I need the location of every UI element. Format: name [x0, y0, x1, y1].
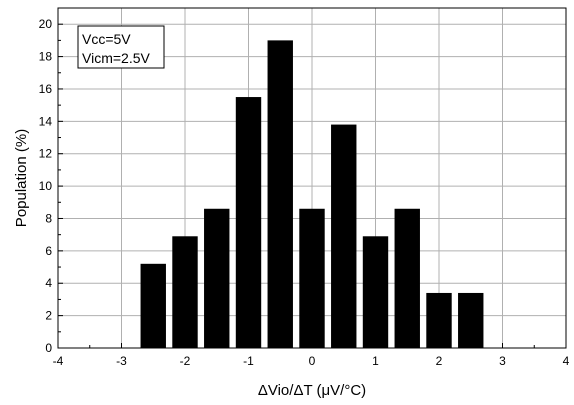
annotation-vicm: Vicm=2.5V	[82, 50, 150, 66]
histogram-bar	[267, 40, 293, 348]
x-tick-label: 3	[499, 354, 506, 368]
histogram-bar	[362, 236, 389, 348]
y-tick-label: 8	[45, 211, 52, 225]
y-tick-label: 4	[45, 276, 52, 290]
x-tick-label: 2	[436, 354, 443, 368]
histogram-bar	[299, 208, 325, 348]
histogram-bar	[172, 236, 198, 348]
histogram-bar	[394, 208, 420, 348]
x-tick-label: 4	[563, 354, 570, 368]
annotation-frame	[77, 25, 165, 69]
x-axis-title: ΔVio/ΔT (μV/°C)	[258, 382, 366, 399]
x-tick-label: -2	[180, 354, 191, 368]
x-tick-label: 1	[372, 354, 379, 368]
histogram-bar	[426, 292, 452, 348]
histogram-bar	[331, 124, 357, 348]
y-tick-label: 2	[45, 309, 52, 323]
histogram-bar	[235, 97, 262, 348]
y-tick-label: 20	[39, 17, 53, 31]
y-tick-label: 10	[39, 179, 53, 193]
y-tick-label: 6	[45, 244, 52, 258]
y-tick-label: 14	[39, 114, 53, 128]
x-tick-label: -1	[243, 354, 254, 368]
y-axis-title: Population (%)	[13, 129, 30, 227]
y-tick-label: 16	[39, 82, 53, 96]
histogram-bar	[458, 292, 484, 348]
histogram-bar	[204, 208, 230, 348]
bars	[140, 40, 484, 348]
y-tick-label: 12	[39, 147, 53, 161]
x-tick-label: 0	[309, 354, 316, 368]
y-tick-label: 0	[45, 341, 52, 355]
annotation-box: Vcc=5V Vicm=2.5V	[77, 25, 165, 69]
annotation-vcc: Vcc=5V	[82, 31, 131, 47]
x-tick-label: -3	[116, 354, 127, 368]
histogram-bar	[140, 263, 166, 348]
y-tick-label: 18	[39, 50, 53, 64]
x-tick-label: -4	[53, 354, 64, 368]
